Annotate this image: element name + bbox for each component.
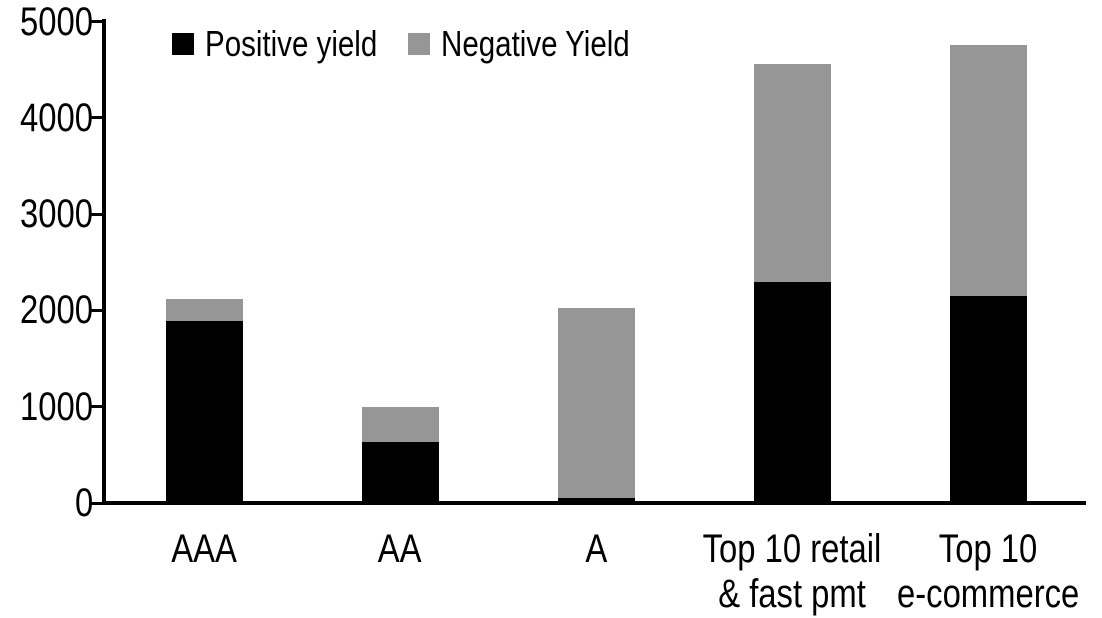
bar-segment (753, 63, 831, 283)
y-tick-mark (91, 116, 105, 120)
legend-label-negative-yield: Negative Yield (441, 23, 630, 64)
x-axis-label: AA (378, 527, 422, 571)
legend-label-positive-yield: Positive yield (205, 23, 378, 64)
y-tick-label: 0 (74, 481, 93, 525)
x-axis-line (102, 501, 1086, 505)
y-tick-label: 1000 (20, 384, 93, 429)
y-tick-label: 5000 (20, 0, 93, 44)
x-axis-label: Top 10 e-commerce (896, 527, 1080, 616)
bar-segment (949, 295, 1027, 503)
y-tick-mark (91, 405, 105, 409)
legend-swatch-negative-yield (408, 33, 430, 55)
bar-segment (949, 44, 1027, 296)
y-tick-mark (91, 212, 105, 216)
y-tick-mark (91, 308, 105, 312)
x-axis-label: A (585, 527, 607, 571)
bar-segment (165, 320, 243, 503)
chart-legend: Positive yield Negative Yield (0, 24, 1102, 64)
bar-segment (557, 307, 635, 499)
y-tick-mark (91, 501, 105, 505)
bar-segment (753, 282, 831, 503)
bar-segment (361, 442, 439, 503)
legend-item-positive-yield: Positive yield (172, 24, 415, 64)
legend-item-negative-yield: Negative Yield (408, 24, 671, 64)
x-axis-label: AAA (171, 527, 237, 571)
y-tick-label: 3000 (20, 192, 93, 237)
y-tick-label: 4000 (20, 95, 93, 140)
bar-segment (557, 498, 635, 503)
bar-segment (361, 406, 439, 443)
y-tick-label: 2000 (20, 288, 93, 333)
legend-swatch-positive-yield (172, 33, 194, 55)
bar-segment (165, 298, 243, 321)
y-axis-line (102, 19, 106, 505)
x-axis-label: Top 10 retail & fast pmt (702, 527, 882, 616)
y-tick-mark (91, 20, 105, 23)
